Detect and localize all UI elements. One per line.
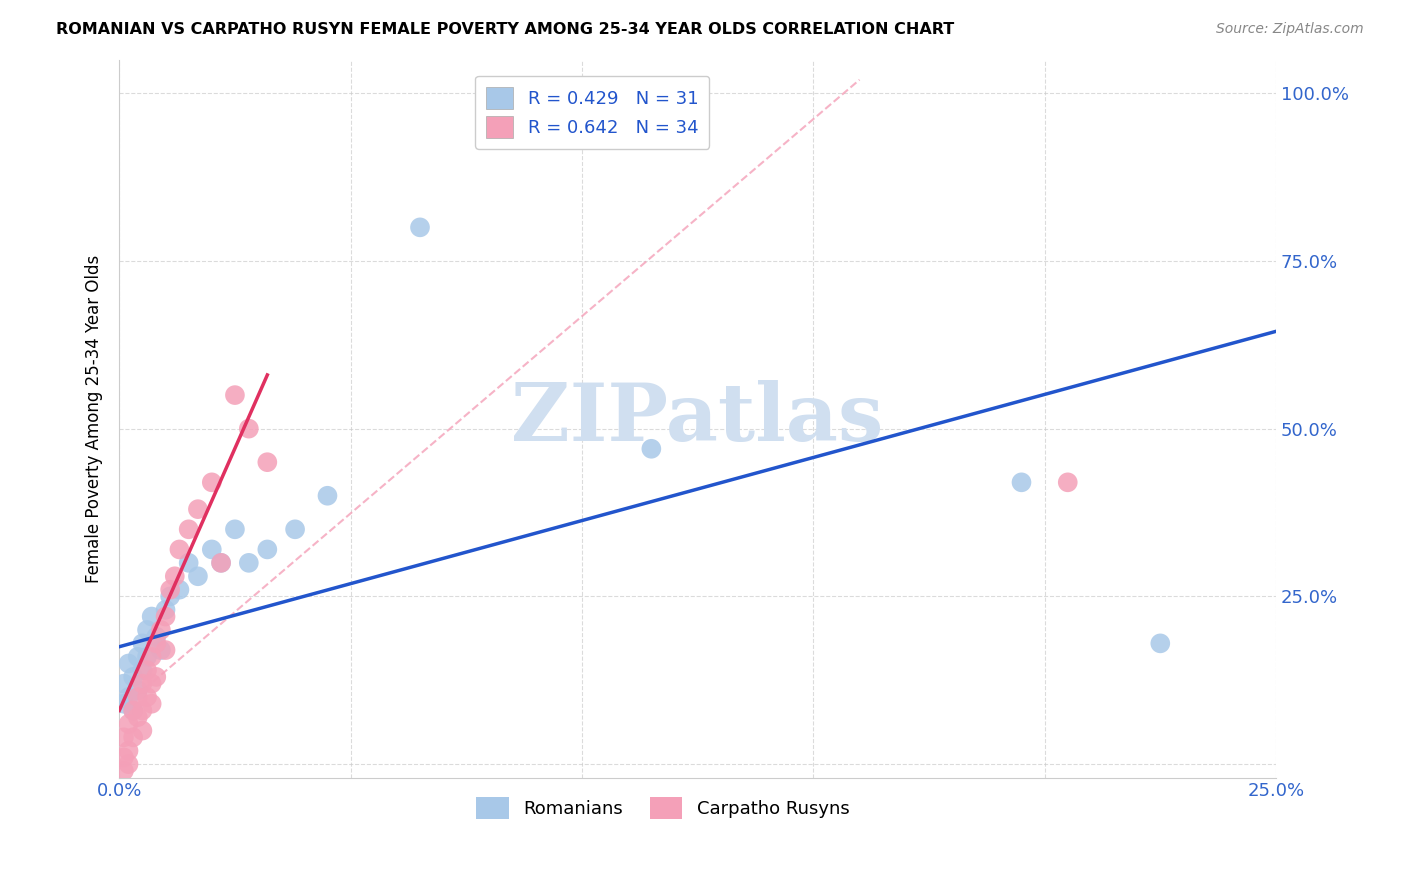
Point [131, 703, 153, 717]
Point [127, 710, 149, 724]
Point [127, 649, 149, 664]
Point [177, 522, 200, 536]
Point [169, 542, 191, 557]
Point [141, 609, 163, 624]
Legend: Romanians, Carpatho Rusyns: Romanians, Carpatho Rusyns [470, 789, 856, 826]
Point [112, 731, 135, 745]
Point [141, 649, 163, 664]
Point [127, 690, 149, 704]
Point [163, 569, 186, 583]
Point [136, 690, 159, 704]
Point [284, 522, 307, 536]
Point [117, 717, 139, 731]
Point [1056, 475, 1078, 490]
Point [117, 690, 139, 704]
Point [409, 220, 432, 235]
Text: ZIPatlas: ZIPatlas [512, 380, 884, 458]
Point [122, 731, 145, 745]
Point [155, 609, 177, 624]
Point [131, 723, 153, 738]
Point [209, 556, 232, 570]
Point [209, 556, 232, 570]
Point [640, 442, 662, 456]
Point [159, 590, 181, 604]
Point [131, 676, 153, 690]
Point [145, 670, 167, 684]
Point [117, 744, 139, 758]
Point [155, 643, 177, 657]
Point [136, 623, 159, 637]
Point [256, 455, 278, 469]
Text: Source: ZipAtlas.com: Source: ZipAtlas.com [1216, 22, 1364, 37]
Point [238, 422, 260, 436]
Point [145, 636, 167, 650]
Point [256, 542, 278, 557]
Point [155, 603, 177, 617]
Point [112, 676, 135, 690]
Point [145, 630, 167, 644]
Point [136, 649, 159, 664]
Point [117, 657, 139, 671]
Point [136, 663, 159, 677]
Point [238, 556, 260, 570]
Point [1149, 636, 1171, 650]
Point [112, 697, 135, 711]
Point [122, 670, 145, 684]
Point [131, 663, 153, 677]
Point [1011, 475, 1033, 490]
Point [149, 623, 172, 637]
Point [316, 489, 339, 503]
Point [122, 703, 145, 717]
Point [149, 643, 172, 657]
Point [224, 388, 246, 402]
Point [131, 636, 153, 650]
Point [122, 703, 145, 717]
Point [224, 522, 246, 536]
Point [112, 750, 135, 764]
Point [141, 697, 163, 711]
Y-axis label: Female Poverty Among 25-34 Year Olds: Female Poverty Among 25-34 Year Olds [86, 254, 103, 582]
Point [117, 757, 139, 772]
Point [201, 542, 224, 557]
Point [201, 475, 224, 490]
Point [169, 582, 191, 597]
Point [141, 676, 163, 690]
Point [187, 502, 209, 516]
Point [187, 569, 209, 583]
Point [127, 683, 149, 698]
Point [112, 764, 135, 778]
Point [177, 556, 200, 570]
Point [159, 582, 181, 597]
Text: ROMANIAN VS CARPATHO RUSYN FEMALE POVERTY AMONG 25-34 YEAR OLDS CORRELATION CHAR: ROMANIAN VS CARPATHO RUSYN FEMALE POVERT… [56, 22, 955, 37]
